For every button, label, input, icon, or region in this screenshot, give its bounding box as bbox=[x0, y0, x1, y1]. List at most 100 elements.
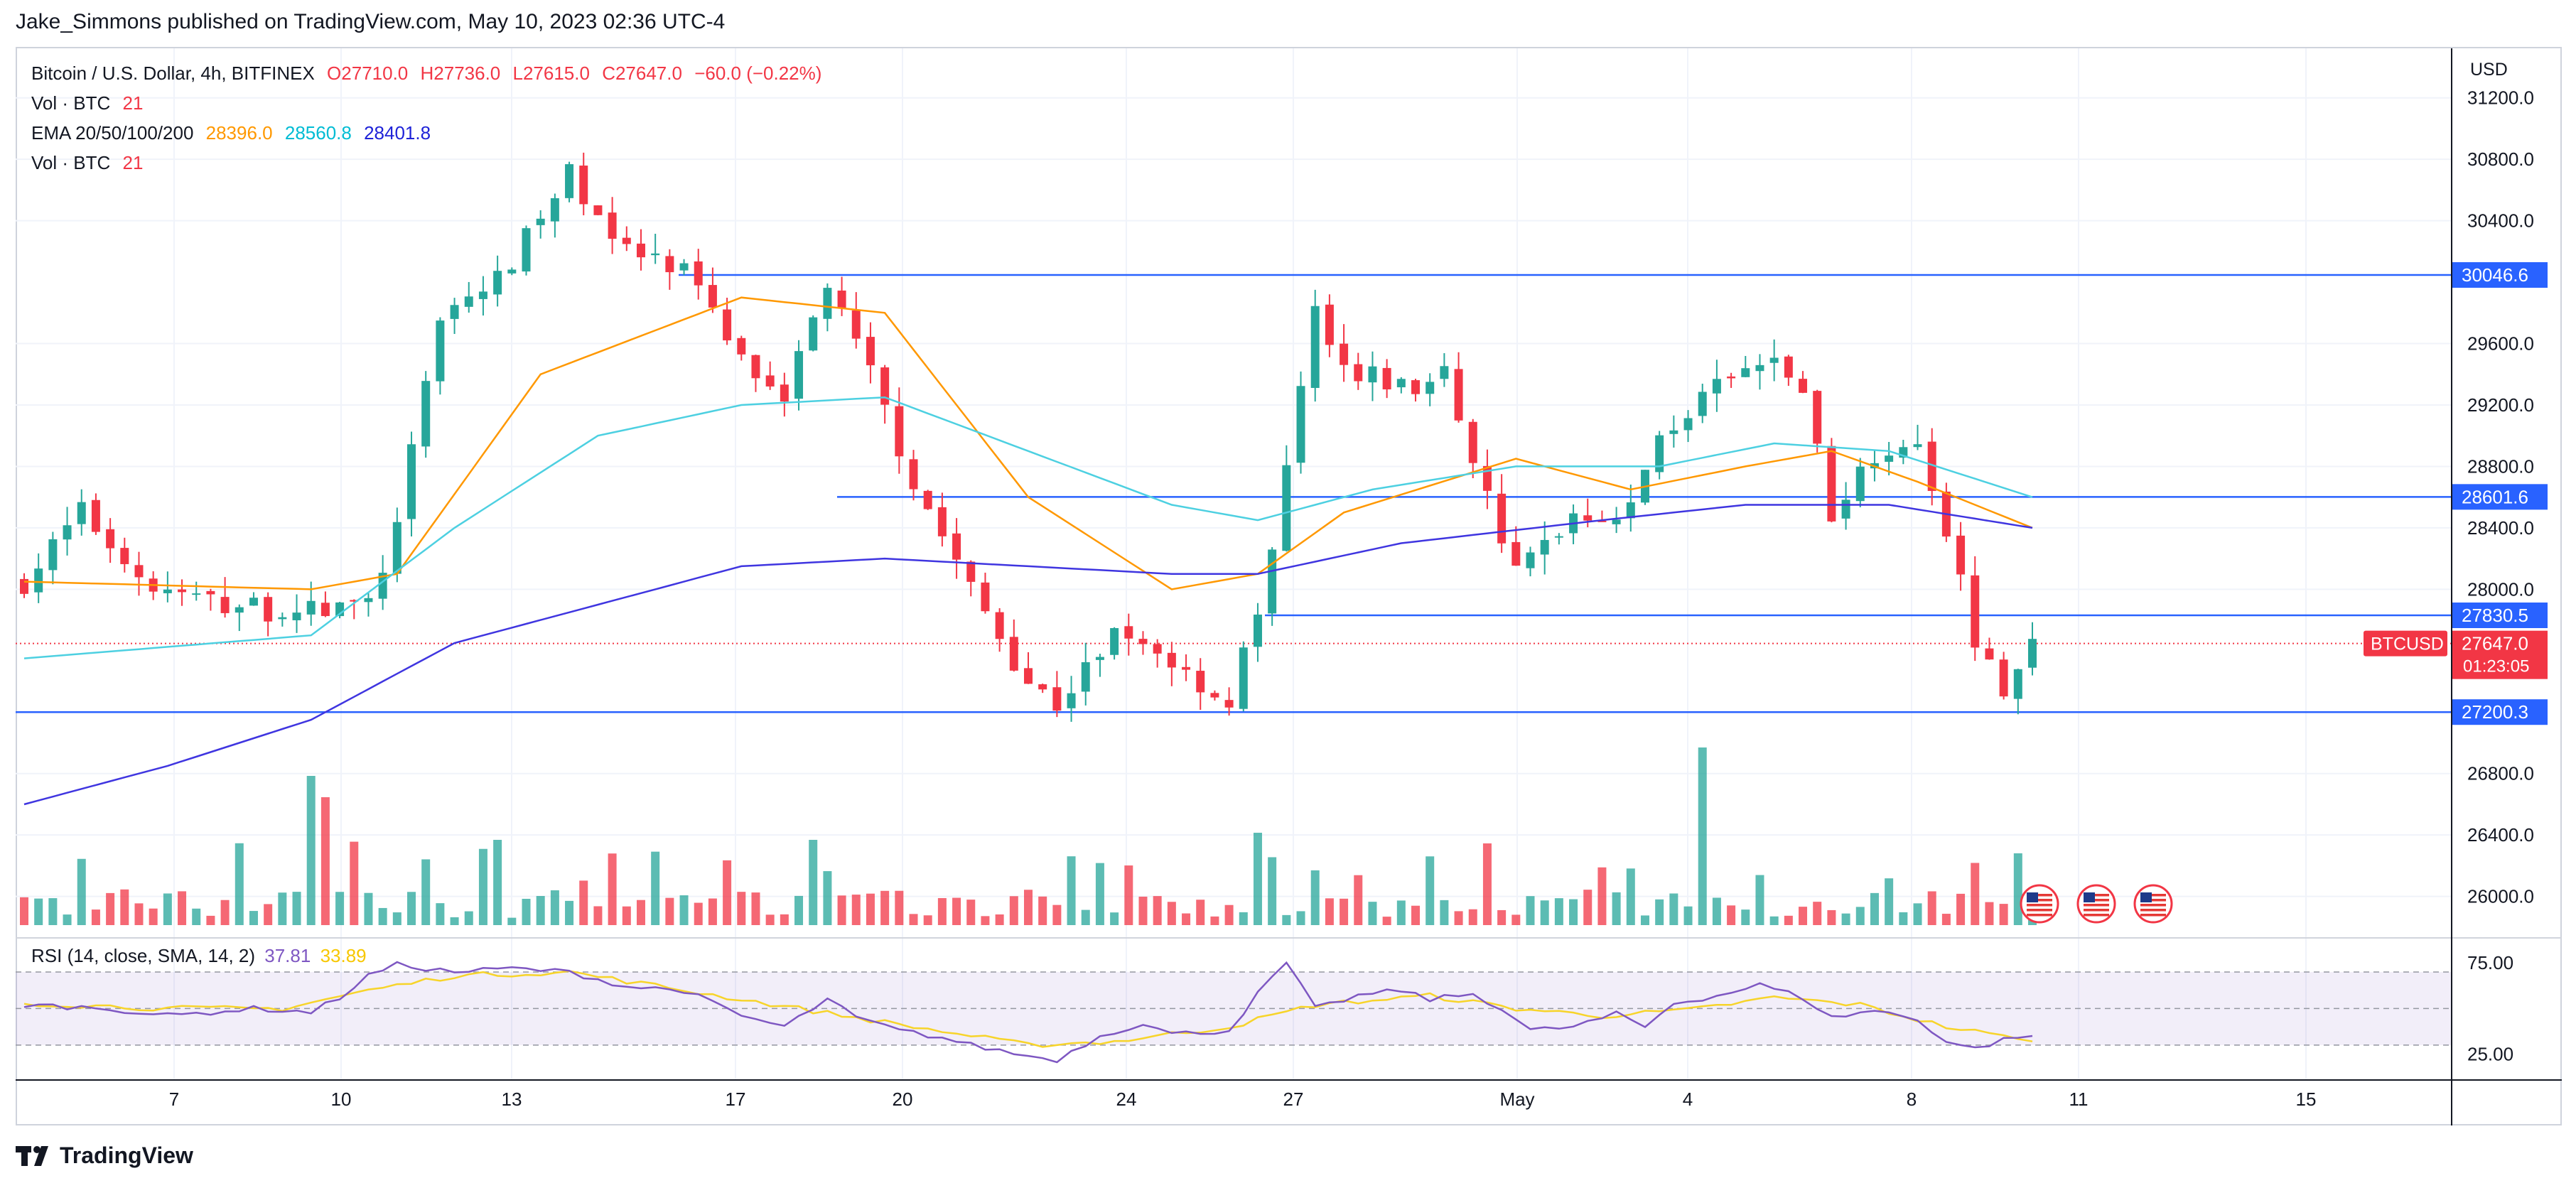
us-flag-icon[interactable] bbox=[2020, 884, 2059, 924]
chart-grid bbox=[16, 48, 2452, 1080]
volume-bar bbox=[780, 914, 789, 925]
price-tick-label: 28400.0 bbox=[2467, 517, 2534, 539]
candle-body bbox=[1784, 356, 1793, 378]
volume-bar bbox=[507, 917, 517, 925]
level-price-tag bbox=[2452, 484, 2548, 510]
countdown-label: 01:23:05 bbox=[2463, 657, 2529, 676]
candle-body bbox=[48, 539, 58, 571]
volume-bar bbox=[178, 891, 187, 925]
volume-bar bbox=[694, 902, 703, 925]
volume-bar bbox=[20, 897, 28, 925]
candle-body bbox=[995, 612, 1004, 639]
candle-body bbox=[723, 309, 732, 341]
volume-legend-2[interactable]: Vol · BTC 21 bbox=[31, 152, 150, 174]
volume-bar bbox=[522, 899, 531, 925]
volume-bar bbox=[264, 904, 273, 925]
volume-bar bbox=[364, 892, 373, 925]
volume-bar bbox=[91, 909, 100, 925]
candle-body bbox=[91, 500, 100, 532]
candle-body bbox=[550, 198, 559, 222]
candle-body bbox=[1224, 700, 1234, 708]
volume-bar bbox=[1971, 863, 1980, 925]
volume-bar bbox=[550, 890, 559, 925]
volume-bar bbox=[1885, 878, 1894, 925]
volume-bar bbox=[1296, 911, 1305, 925]
tradingview-logo[interactable]: TradingView bbox=[16, 1143, 193, 1169]
candle-body bbox=[1440, 366, 1449, 379]
volume-legend[interactable]: Vol · BTC 21 bbox=[31, 92, 150, 114]
price-tick-label: 30400.0 bbox=[2467, 210, 2534, 232]
price-tick-label: 26800.0 bbox=[2467, 763, 2534, 784]
date-tick-label: 7 bbox=[169, 1089, 179, 1110]
candle-body bbox=[1095, 657, 1104, 660]
candle-body bbox=[220, 597, 230, 613]
flag-stripe bbox=[2084, 914, 2109, 917]
volume-bar bbox=[1210, 916, 1219, 925]
volume-bar bbox=[1253, 833, 1262, 925]
flag-stripe bbox=[2140, 914, 2166, 917]
rsi-pane bbox=[16, 937, 2562, 1064]
candle-body bbox=[823, 288, 832, 319]
us-flag-icon[interactable] bbox=[2133, 884, 2173, 924]
candle-body bbox=[1239, 647, 1248, 709]
volume-bar bbox=[579, 880, 588, 925]
volume-bar bbox=[1784, 915, 1793, 925]
volume-bar bbox=[1153, 896, 1162, 925]
candle-body bbox=[1727, 376, 1736, 379]
volume-bar bbox=[809, 840, 818, 925]
candle-body bbox=[880, 367, 890, 405]
event-flags bbox=[2020, 884, 2173, 924]
candle-body bbox=[1325, 304, 1334, 345]
volume-bar bbox=[134, 903, 144, 925]
ema-label: EMA 20/50/100/200 bbox=[31, 122, 194, 144]
volume-bar bbox=[1985, 902, 1994, 925]
candle-body bbox=[536, 218, 545, 225]
flag-canton bbox=[2084, 892, 2095, 902]
flag-stripe bbox=[2027, 909, 2052, 912]
volume-bar bbox=[48, 898, 58, 925]
candle-body bbox=[249, 598, 258, 606]
candle-body bbox=[1755, 364, 1764, 372]
flag-stripe bbox=[2027, 899, 2052, 902]
candle-body bbox=[1540, 539, 1549, 555]
candle-body bbox=[350, 600, 359, 602]
rsi-value: 37.81 bbox=[264, 945, 311, 966]
volume-bar bbox=[1799, 907, 1808, 925]
candle-body bbox=[1669, 430, 1678, 434]
rsi-legend[interactable]: RSI (14, close, SMA, 14, 2) 37.81 33.89 bbox=[31, 945, 367, 967]
volume-bar bbox=[106, 892, 115, 925]
candle-body bbox=[679, 263, 689, 271]
last-price-tag bbox=[2452, 630, 2548, 679]
candle-body bbox=[1985, 648, 1994, 660]
flag-stripe bbox=[2140, 894, 2166, 897]
last-price-label: 27647.0 bbox=[2462, 633, 2528, 654]
level-price-tag bbox=[2452, 262, 2548, 288]
ema-legend[interactable]: EMA 20/50/100/200 28396.0 28560.8 28401.… bbox=[31, 122, 438, 144]
candle-body bbox=[622, 237, 631, 244]
volume-bar bbox=[1239, 912, 1248, 925]
volume-bar bbox=[1182, 913, 1191, 925]
rsi-tick-label: 25.00 bbox=[2467, 1044, 2513, 1065]
symbol-name[interactable]: Bitcoin / U.S. Dollar, 4h, BITFINEX bbox=[31, 63, 315, 84]
ema-lines bbox=[23, 296, 2033, 806]
us-flag-icon[interactable] bbox=[2076, 884, 2116, 924]
volume-bar bbox=[206, 915, 215, 925]
volume-bar bbox=[1382, 917, 1391, 925]
candle-body bbox=[1067, 693, 1076, 708]
change-value: −60.0 (−0.22%) bbox=[694, 63, 822, 84]
candle-body bbox=[708, 285, 717, 308]
candle-body bbox=[507, 269, 517, 274]
level-price-tag-label: 28601.6 bbox=[2462, 486, 2528, 507]
candle-body bbox=[192, 593, 201, 595]
candle-body bbox=[1268, 549, 1277, 614]
candle-body bbox=[1009, 637, 1018, 671]
volume-bar bbox=[1712, 897, 1721, 925]
candle-body bbox=[1196, 671, 1205, 693]
symbol-legend[interactable]: Bitcoin / U.S. Dollar, 4h, BITFINEX O277… bbox=[31, 63, 829, 85]
flag-canton bbox=[2140, 892, 2152, 902]
candle-body bbox=[1253, 614, 1262, 647]
rsi-sma-value: 33.89 bbox=[320, 945, 367, 966]
volume-bar bbox=[1411, 905, 1421, 925]
volume-bar bbox=[737, 892, 746, 925]
